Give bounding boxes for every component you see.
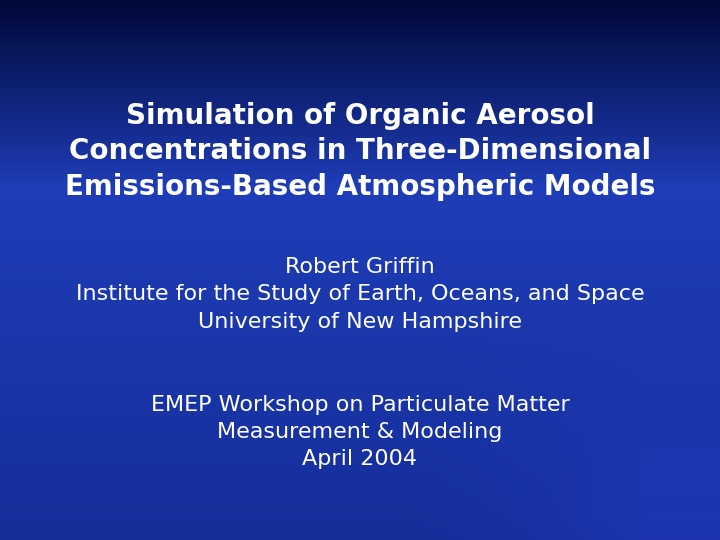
Text: EMEP Workshop on Particulate Matter
Measurement & Modeling
April 2004: EMEP Workshop on Particulate Matter Meas… <box>150 395 570 469</box>
Text: Simulation of Organic Aerosol
Concentrations in Three-Dimensional
Emissions-Base: Simulation of Organic Aerosol Concentrat… <box>65 102 655 201</box>
Text: Robert Griffin
Institute for the Study of Earth, Oceans, and Space
University of: Robert Griffin Institute for the Study o… <box>76 257 644 332</box>
